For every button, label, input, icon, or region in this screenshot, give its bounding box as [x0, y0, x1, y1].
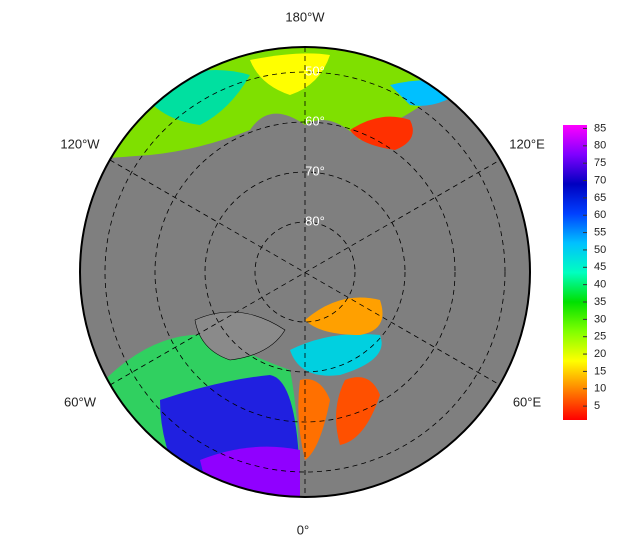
map-border — [79, 46, 531, 498]
colorbar-tick-label: 15 — [594, 365, 606, 377]
colorbar-tick-label: 60 — [594, 209, 606, 221]
lon-label: 0° — [297, 522, 309, 537]
colorbar: 5 10 15 20 25 30 35 40 45 50 55 60 65 70 75 80 85 — [563, 122, 606, 420]
colorbar-tick-label: 45 — [594, 261, 606, 273]
map-body — [80, 47, 530, 497]
nordic-field — [290, 334, 382, 376]
pacific-field — [350, 116, 413, 150]
lon-label: 180°W — [285, 9, 325, 24]
lon-label: 60°E — [513, 394, 542, 409]
barents-field — [305, 297, 383, 335]
lat-label: 70° — [305, 163, 325, 178]
colorbar-tick-label: 35 — [594, 296, 606, 308]
colorbar-tick-label: 20 — [594, 348, 606, 360]
colorbar-tick-label: 65 — [594, 192, 606, 204]
lon-label: 120°W — [60, 136, 100, 151]
colorbar-tick-label: 5 — [594, 400, 600, 412]
graticule — [104, 47, 506, 497]
colorbar-ramp — [563, 125, 587, 420]
colorbar-tick-label: 75 — [594, 157, 606, 169]
colorbar-tick-label: 50 — [594, 244, 606, 256]
colorbar-tick-label: 30 — [594, 313, 606, 325]
lat-labels: 50° 60° 70° 80° — [305, 63, 325, 228]
pacific-field — [250, 53, 330, 95]
lon-label: 60°W — [64, 394, 97, 409]
baltic-field — [336, 377, 380, 445]
meridian — [109, 159, 501, 386]
colorbar-tick-label: 70 — [594, 174, 606, 186]
lat-label: 80° — [305, 213, 325, 228]
colorbar-tick-label: 40 — [594, 279, 606, 291]
lon-label: 120°E — [509, 136, 545, 151]
colorbar-tick-label: 80 — [594, 140, 606, 152]
lat-label: 60° — [305, 113, 325, 128]
colorbar-tick-label: 25 — [594, 331, 606, 343]
lat-circle — [104, 71, 506, 473]
colorbar-tick-label: 85 — [594, 122, 606, 134]
colorbar-tick-label: 55 — [594, 226, 606, 238]
lat-label: 50° — [305, 63, 325, 78]
colorbar-tick-label: 10 — [594, 383, 606, 395]
north-sea-field — [298, 379, 330, 460]
